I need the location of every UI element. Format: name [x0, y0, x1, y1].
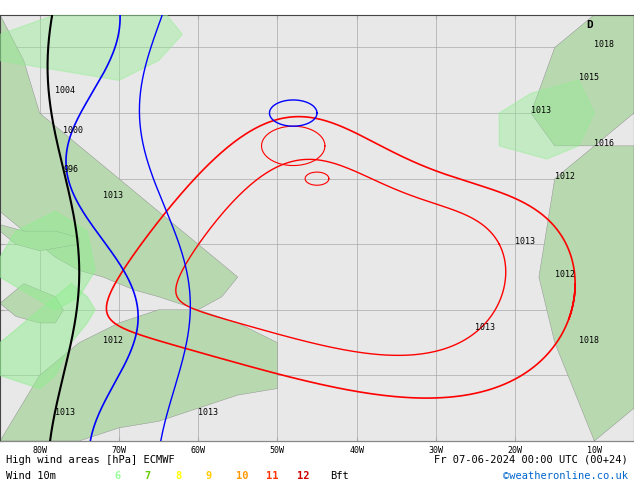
Text: 1012: 1012: [555, 270, 575, 279]
Polygon shape: [0, 15, 183, 80]
Polygon shape: [0, 284, 95, 389]
Text: 1018: 1018: [595, 41, 614, 49]
Text: 1013: 1013: [198, 408, 218, 417]
Text: 1015: 1015: [578, 74, 598, 82]
Text: D: D: [586, 20, 593, 30]
Polygon shape: [0, 284, 63, 323]
Text: 1018: 1018: [578, 336, 598, 344]
Polygon shape: [531, 15, 634, 146]
Polygon shape: [0, 212, 95, 310]
Text: 6: 6: [114, 471, 120, 481]
Text: 1013: 1013: [103, 191, 123, 200]
Text: 996: 996: [63, 165, 79, 174]
Text: Wind 10m: Wind 10m: [6, 471, 56, 481]
Text: ©weatheronline.co.uk: ©weatheronline.co.uk: [503, 471, 628, 481]
Text: 1000: 1000: [63, 126, 84, 135]
Text: 1013: 1013: [531, 106, 551, 115]
Text: 1004: 1004: [55, 86, 75, 96]
Text: 12: 12: [297, 471, 309, 481]
Text: 1012: 1012: [555, 172, 575, 181]
Text: 10: 10: [236, 471, 249, 481]
Text: 9: 9: [205, 471, 212, 481]
Text: High wind areas [hPa] ECMWF: High wind areas [hPa] ECMWF: [6, 455, 175, 465]
Text: 1016: 1016: [595, 139, 614, 148]
Polygon shape: [539, 146, 634, 441]
Text: 7: 7: [145, 471, 151, 481]
Text: 1013: 1013: [476, 322, 496, 332]
Text: 11: 11: [266, 471, 279, 481]
Text: Fr 07-06-2024 00:00 UTC (00+24): Fr 07-06-2024 00:00 UTC (00+24): [434, 455, 628, 465]
Text: 1012: 1012: [103, 336, 123, 344]
Polygon shape: [500, 80, 595, 159]
Text: 8: 8: [175, 471, 181, 481]
Text: 1013: 1013: [515, 237, 535, 246]
Polygon shape: [0, 224, 79, 251]
Polygon shape: [0, 15, 238, 310]
Polygon shape: [0, 310, 277, 441]
Text: 1013: 1013: [55, 408, 75, 417]
Text: Bft: Bft: [330, 471, 349, 481]
